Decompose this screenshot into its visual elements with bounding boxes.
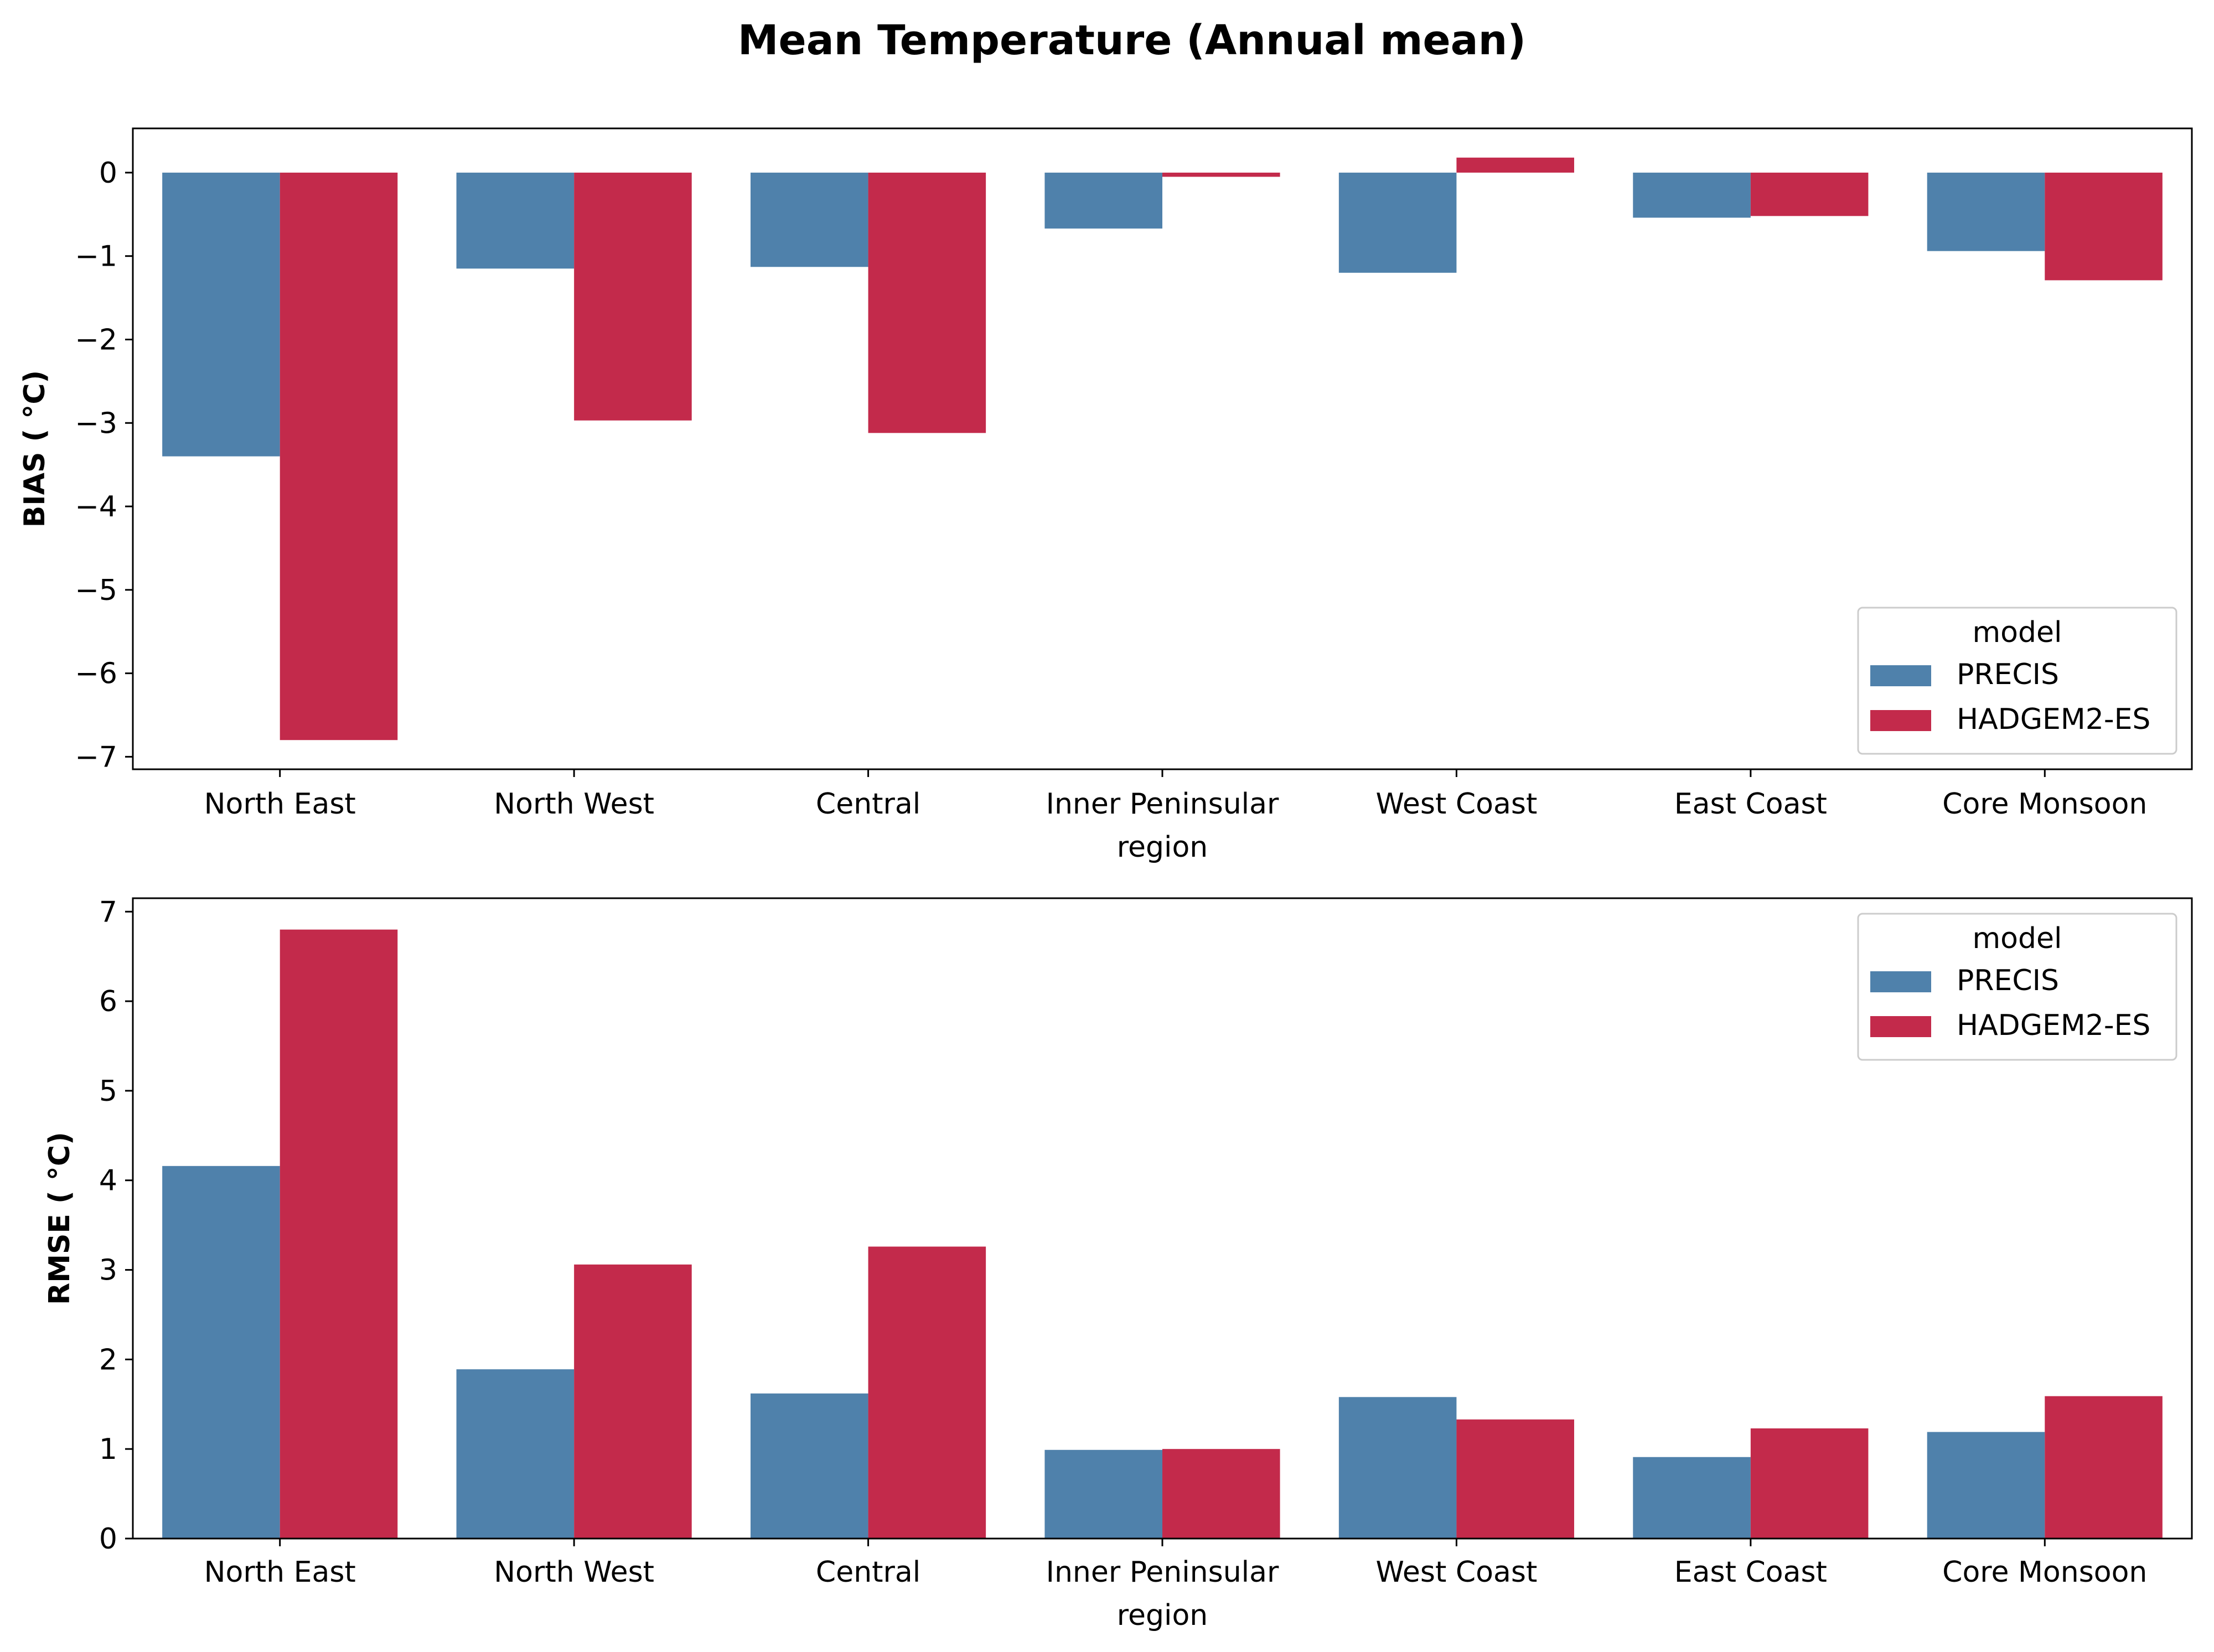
legend-frame: [1857, 913, 2177, 1061]
bar-precis-north-west: [456, 1369, 575, 1539]
bar-precis-west-coast: [1338, 172, 1457, 273]
bar-hadgem2-es-north-east: [280, 929, 398, 1539]
bar-precis-inner-peninsular: [1044, 172, 1162, 229]
legend-label-precis: PRECIS: [1957, 964, 2059, 997]
x-tick-label: Inner Peninsular: [1046, 788, 1279, 821]
legend-swatch-precis: [1870, 971, 1931, 992]
x-tick-label: North East: [204, 788, 356, 821]
y-axis-label: BIAS ( °C): [18, 370, 51, 528]
bar-precis-west-coast: [1338, 1397, 1457, 1539]
bar-precis-central: [751, 1393, 868, 1539]
x-tick-label: East Coast: [1674, 1556, 1827, 1589]
y-axis-label: RMSE ( °C): [43, 1132, 76, 1305]
x-tick-label: North West: [494, 1556, 654, 1589]
y-tick-label: −2: [75, 323, 117, 356]
bar-hadgem2-es-north-east: [280, 172, 398, 740]
y-tick-label: 2: [99, 1343, 117, 1376]
bar-hadgem2-es-north-west: [574, 1264, 692, 1539]
x-tick-label: North East: [204, 1556, 356, 1589]
bar-precis-north-east: [162, 1166, 280, 1539]
x-axis-label: region: [1117, 831, 1208, 864]
y-tick-label: −5: [75, 574, 117, 607]
bar-precis-east-coast: [1633, 172, 1751, 218]
x-tick-label: West Coast: [1376, 788, 1538, 821]
bar-hadgem2-es-core-monsoon: [2045, 172, 2163, 281]
y-tick-label: −3: [75, 407, 117, 440]
bar-hadgem2-es-inner-peninsular: [1162, 172, 1280, 177]
bar-hadgem2-es-west-coast: [1456, 1419, 1574, 1539]
bias-subplot: 0 −1 −2 −3 −4 −5 −6 −7 North East North West Centr…: [18, 127, 2193, 864]
y-tick-label: 3: [99, 1254, 117, 1287]
legend-swatch-hadgem2-es: [1870, 1016, 1931, 1037]
bar-hadgem2-es-central: [868, 172, 986, 433]
bar-precis-core-monsoon: [1927, 172, 2045, 251]
bar-precis-core-monsoon: [1927, 1432, 2045, 1539]
y-tick-label: 7: [99, 895, 117, 929]
x-tick-label: Central: [816, 1556, 920, 1589]
bar-hadgem2-es-north-west: [574, 172, 692, 421]
legend-label-hadgem2-es: HADGEM2-ES: [1957, 703, 2150, 736]
legend-swatch-precis: [1870, 665, 1931, 686]
legend-title: model: [1973, 922, 2062, 955]
y-tick-label: −1: [75, 240, 117, 273]
bar-hadgem2-es-east-coast: [1750, 172, 1869, 216]
bar-precis-north-east: [162, 172, 280, 457]
y-tick-label: −4: [75, 490, 117, 524]
bar-precis-inner-peninsular: [1044, 1449, 1162, 1539]
legend-swatch-hadgem2-es: [1870, 710, 1931, 731]
figure-title: Mean Temperature (Annual mean): [738, 17, 1526, 64]
bar-hadgem2-es-east-coast: [1750, 1428, 1869, 1539]
y-tick-label: 4: [99, 1164, 117, 1198]
x-axis-label: region: [1117, 1599, 1208, 1632]
bar-hadgem2-es-west-coast: [1456, 157, 1574, 173]
bar-hadgem2-es-inner-peninsular: [1162, 1449, 1280, 1539]
y-tick-label: 6: [99, 985, 117, 1018]
legend-frame: [1857, 607, 2177, 755]
x-tick-label: East Coast: [1674, 788, 1827, 821]
y-tick-label: −7: [75, 740, 117, 774]
y-tick-label: 0: [99, 1522, 117, 1556]
x-tick-label: West Coast: [1376, 1556, 1538, 1589]
rmse-subplot: 0 1 2 3 4 5 6 7 North East North West Central Inner…: [43, 895, 2193, 1632]
x-tick-label: Core Monsoon: [1942, 1556, 2147, 1589]
bar-precis-north-west: [456, 172, 575, 269]
bar-precis-east-coast: [1633, 1457, 1751, 1539]
legend: model PRECIS HADGEM2-ES: [1857, 607, 2177, 755]
y-tick-label: 1: [99, 1433, 117, 1466]
x-tick-label: Central: [816, 788, 920, 821]
bar-hadgem2-es-central: [868, 1246, 986, 1539]
legend: model PRECIS HADGEM2-ES: [1857, 913, 2177, 1061]
bar-precis-central: [751, 172, 868, 267]
y-tick-label: 0: [99, 157, 117, 190]
legend-title: model: [1973, 616, 2062, 649]
y-tick-label: −6: [75, 657, 117, 691]
x-tick-label: Core Monsoon: [1942, 788, 2147, 821]
legend-label-hadgem2-es: HADGEM2-ES: [1957, 1009, 2150, 1042]
x-tick-label: Inner Peninsular: [1046, 1556, 1279, 1589]
y-tick-label: 5: [99, 1075, 117, 1108]
bar-hadgem2-es-core-monsoon: [2045, 1396, 2163, 1539]
x-tick-label: North West: [494, 788, 654, 821]
legend-label-precis: PRECIS: [1957, 658, 2059, 691]
